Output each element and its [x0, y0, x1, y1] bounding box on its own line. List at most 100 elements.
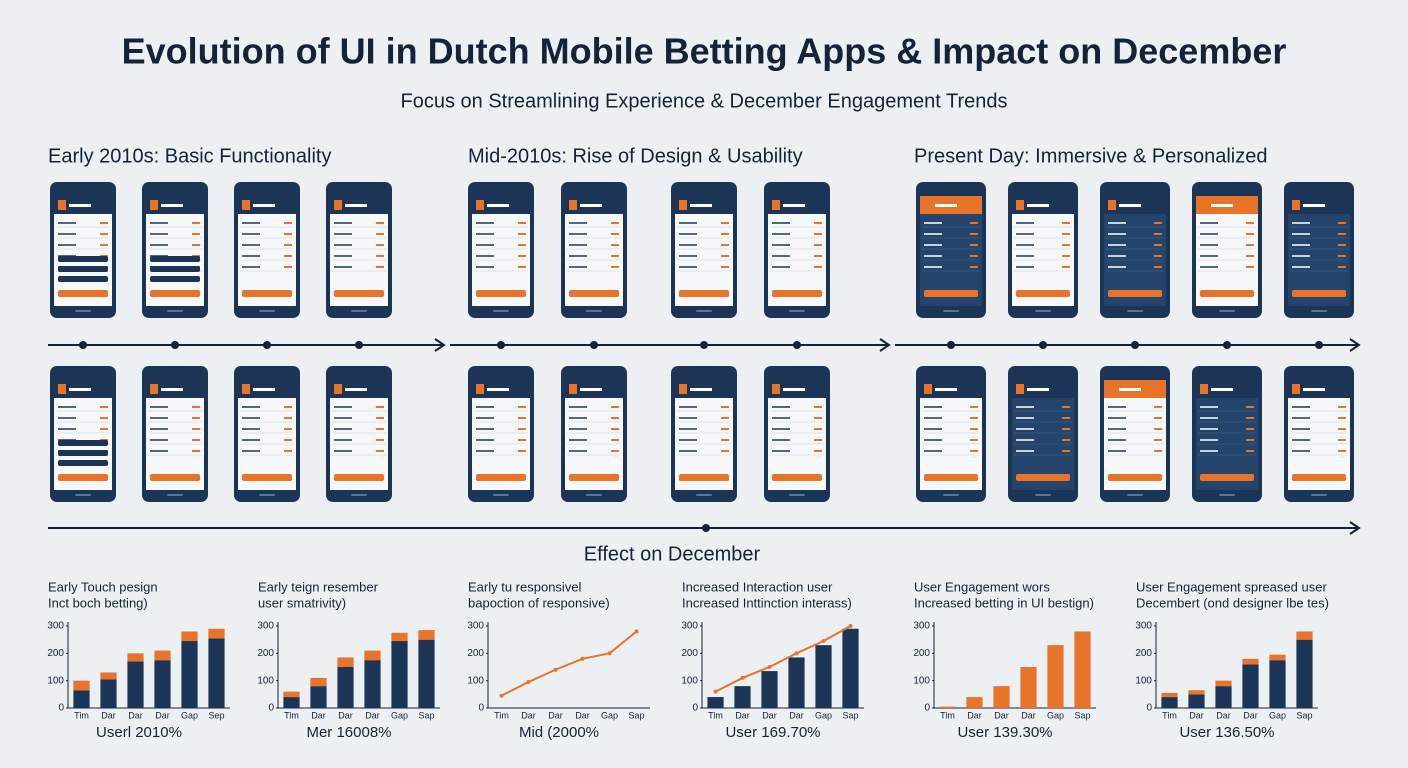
odds-value	[376, 244, 384, 246]
menu-button	[58, 440, 108, 446]
list-row-text	[334, 450, 352, 452]
odds-value	[970, 450, 978, 452]
list-row-text	[569, 439, 587, 441]
app-name	[253, 388, 275, 391]
odds-value	[1246, 428, 1254, 430]
odds-value	[376, 222, 384, 224]
chart-title: Increased Inttinction interass)	[682, 595, 852, 610]
odds-value	[970, 222, 978, 224]
app-logo	[924, 384, 932, 394]
list-row-text	[242, 428, 260, 430]
app-logo	[58, 384, 66, 394]
phone-screen	[1288, 380, 1350, 490]
list-row-text	[58, 406, 76, 408]
chart-caption: Mid (2000%	[519, 724, 599, 741]
list-row-text	[242, 255, 260, 257]
app-logo	[1016, 384, 1024, 394]
odds-value	[814, 255, 822, 257]
app-name	[690, 204, 712, 207]
list-row-text	[1016, 255, 1034, 257]
odds-value	[970, 255, 978, 257]
phone-mockup	[561, 366, 627, 502]
bar	[1269, 660, 1286, 708]
odds-value	[518, 417, 526, 419]
list-row-text	[772, 406, 790, 408]
odds-value	[192, 222, 200, 224]
line-point	[634, 629, 639, 634]
phone-screen	[675, 196, 733, 306]
odds-value	[814, 244, 822, 246]
app-name	[69, 204, 91, 207]
line-point	[499, 693, 504, 698]
phone-screen	[330, 196, 388, 306]
phone-mockup	[1192, 182, 1262, 318]
phone-mockup	[326, 182, 392, 318]
odds-value	[1246, 417, 1254, 419]
odds-value	[814, 266, 822, 268]
action-button	[569, 290, 619, 297]
timeline-dot	[1223, 341, 1231, 349]
odds-value	[284, 417, 292, 419]
odds-value	[611, 428, 619, 430]
list-row-text	[1292, 428, 1310, 430]
phone-screen	[675, 380, 733, 490]
action-button	[1200, 290, 1254, 297]
x-tick-label: Sap	[418, 710, 434, 720]
bar	[1215, 686, 1232, 708]
odds-value	[814, 406, 822, 408]
timeline-dot	[79, 341, 87, 349]
phone-mockup	[916, 182, 986, 318]
phone-screen	[1196, 196, 1258, 306]
home-indicator	[1219, 310, 1235, 312]
odds-value	[518, 428, 526, 430]
list-row-text	[1200, 406, 1218, 408]
list-row-text	[1200, 428, 1218, 430]
list-row-text	[1200, 450, 1218, 452]
app-logo	[58, 200, 66, 210]
app-name	[253, 204, 275, 207]
x-tick-label: Dar	[575, 710, 590, 720]
x-tick-label: Sap	[628, 710, 644, 720]
phone-mockup	[561, 182, 627, 318]
home-indicator	[75, 310, 91, 312]
x-tick-label: Sep	[208, 710, 224, 720]
odds-value	[970, 406, 978, 408]
app-name	[580, 204, 602, 207]
y-tick-label: 100	[681, 675, 698, 686]
odds-value	[284, 439, 292, 441]
action-button	[476, 474, 526, 481]
bar	[1020, 667, 1037, 708]
phone-mockup	[142, 366, 208, 502]
bar	[73, 690, 90, 708]
odds-value	[721, 406, 729, 408]
app-name	[1119, 204, 1141, 207]
action-button	[772, 290, 822, 297]
action-button	[58, 474, 108, 481]
bar	[788, 657, 805, 708]
bar	[761, 671, 778, 708]
x-tick-label: Dar	[735, 710, 750, 720]
home-indicator	[493, 310, 509, 312]
y-tick-label: 300	[467, 621, 484, 632]
phone-mockup	[1008, 182, 1078, 318]
odds-value	[814, 428, 822, 430]
phone-mockup	[764, 366, 830, 502]
action-button	[924, 474, 978, 481]
odds-value	[1062, 233, 1070, 235]
x-tick-label: Tim	[74, 710, 89, 720]
list-row-text	[58, 233, 76, 235]
y-tick-label: 200	[47, 648, 64, 659]
list-row-text	[1016, 244, 1034, 246]
app-name	[1211, 388, 1233, 391]
list-row-text	[569, 244, 587, 246]
odds-value	[1246, 255, 1254, 257]
bar	[966, 697, 983, 708]
app-logo	[1200, 200, 1208, 210]
phone-screen	[146, 196, 204, 306]
line-point	[740, 675, 745, 680]
list-row-text	[1200, 266, 1218, 268]
bar	[842, 628, 859, 708]
x-tick-label: Tim	[940, 710, 955, 720]
odds-value	[1154, 406, 1162, 408]
